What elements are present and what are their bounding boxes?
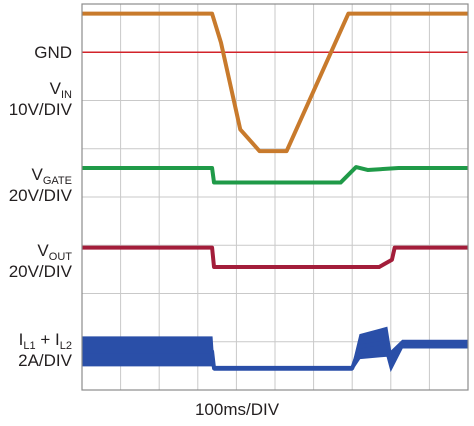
il-label-join: + I — [35, 330, 60, 349]
vgate-scale: 20V/DIV — [8, 186, 72, 205]
vout-label: VOUT 20V/DIV — [9, 240, 72, 282]
vin-label-sub: IN — [61, 89, 72, 101]
vgate-label-name: VGATE — [9, 164, 72, 187]
vout-trace — [82, 245, 468, 269]
il-trace — [82, 339, 468, 371]
vgate-label-sub: GATE — [42, 175, 72, 187]
vin-scale: 10V/DIV — [8, 100, 72, 119]
vgate-label: VGATE 20V/DIV — [9, 164, 72, 206]
vin-label: VIN 10V/DIV — [9, 78, 72, 120]
vout-label-name: VOUT — [9, 240, 72, 263]
il-scale: 2A/DIV — [18, 351, 72, 370]
vin-trace — [82, 11, 468, 154]
vout-scale: 20V/DIV — [8, 262, 72, 281]
time-per-division-label: 100ms/DIV — [194, 400, 280, 419]
il-label-sub2: L2 — [59, 340, 72, 352]
vin-label-main: V — [49, 79, 61, 98]
il-label-sub1: L1 — [23, 340, 36, 352]
vin-label-name: VIN — [9, 78, 72, 101]
plot-frame — [81, 3, 469, 391]
il-label: IL1 + IL2 2A/DIV — [18, 329, 72, 371]
vout-label-main: V — [37, 241, 49, 260]
vgate-trace — [82, 165, 468, 185]
il-label-name: IL1 + IL2 — [18, 329, 72, 352]
il-label-main1: I — [18, 330, 24, 349]
gnd-label: GND — [34, 42, 72, 63]
vout-label-sub: OUT — [48, 251, 72, 263]
gnd-label-text: GND — [34, 43, 72, 62]
plot-grid — [82, 4, 468, 390]
vgate-label-main: V — [31, 165, 43, 184]
